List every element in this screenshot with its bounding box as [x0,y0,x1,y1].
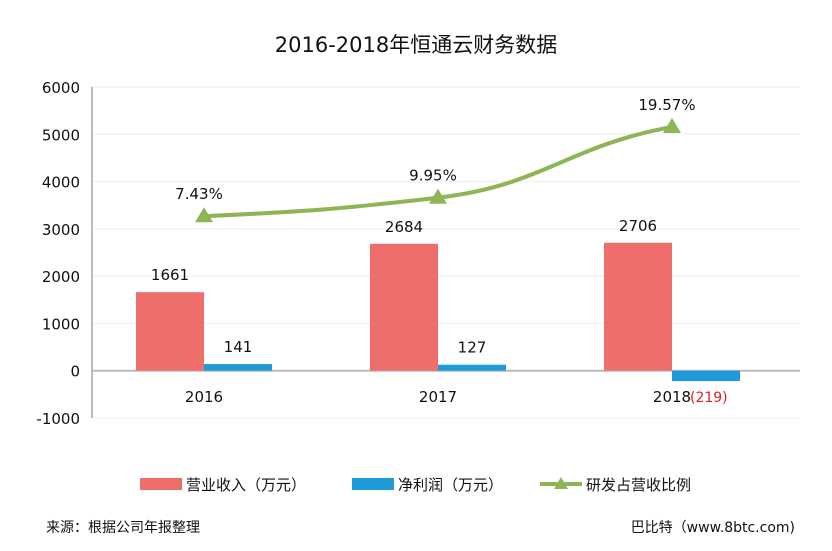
y-tick-label: 1000 [42,315,80,333]
line-data-label: 19.57% [638,96,695,114]
legend-label: 研发占营收比例 [586,476,691,494]
triangle-marker [429,188,447,204]
triangle-marker [195,207,213,223]
bar-data-label-negative: (219) [690,390,728,406]
bar-data-label: 127 [458,339,487,357]
bar-0-2017 [370,243,438,371]
bar-data-label: 2706 [619,217,657,235]
y-tick-label: 4000 [42,174,80,192]
bar-1-2016 [204,364,272,371]
y-tick-label: 2000 [42,268,80,286]
x-tick-label: 2018 [653,388,691,406]
x-tick-label: 2017 [419,388,457,406]
bar-0-2018 [604,242,672,371]
legend-label: 营业收入（万元） [186,476,306,494]
y-tick-label: 5000 [42,126,80,144]
triangle-marker [663,117,681,133]
y-tick-label: 3000 [42,221,80,239]
y-tick-label: 6000 [42,79,80,97]
legend-label: 净利润（万元） [398,476,503,494]
footer-credit: 巴比特（www.8btc.com) [631,520,795,536]
bar-1-2018 [672,370,740,382]
line-data-label: 7.43% [175,185,223,203]
triangle-icon [554,477,568,489]
chart-title: 2016-2018年恒通云财务数据 [275,33,557,57]
y-tick-label: -1000 [36,410,80,428]
line-data-label: 9.95% [409,167,457,185]
footer-source: 来源：根据公司年报整理 [46,520,200,536]
legend-swatch [140,478,182,490]
bar-1-2017 [438,364,506,371]
bar-data-label: 1661 [151,266,189,284]
bar-0-2016 [136,292,204,371]
bar-data-label: 2684 [385,218,423,236]
bar-data-label: 141 [224,338,253,356]
legend-swatch [352,478,394,490]
x-tick-label: 2016 [185,388,223,406]
y-tick-label: 0 [70,363,80,381]
